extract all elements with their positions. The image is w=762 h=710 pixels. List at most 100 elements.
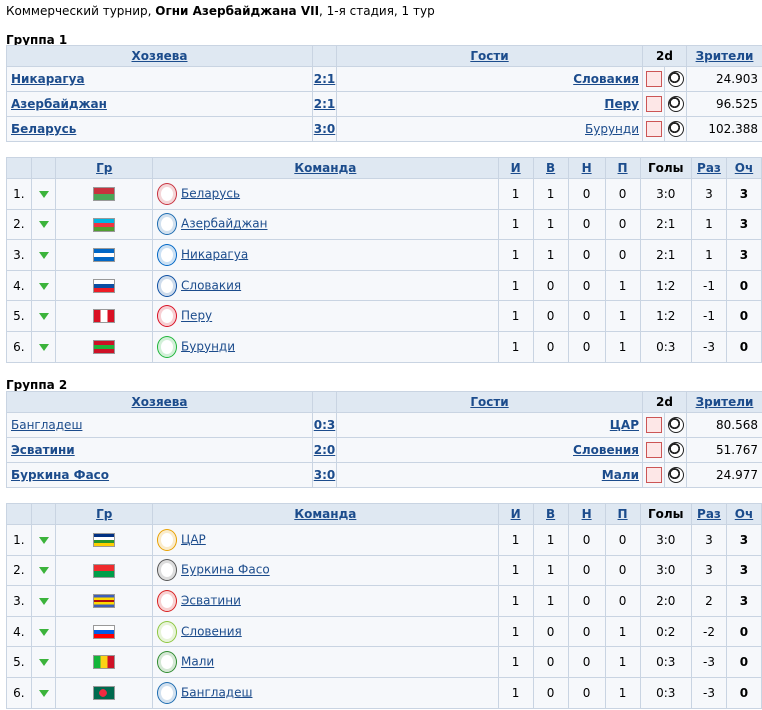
diff-header-link[interactable]: Раз — [697, 161, 721, 175]
team-link[interactable]: Перу — [181, 308, 213, 323]
home-team-link[interactable]: Никарагуа — [11, 72, 85, 86]
standings-row: 3. Эсватини 1 1 0 0 2:0 2 3 — [6, 585, 762, 617]
away-team-link[interactable]: Словакия — [573, 72, 639, 86]
team-link[interactable]: Никарагуа — [181, 247, 249, 262]
protocol-icon[interactable] — [645, 442, 662, 458]
w-header-link[interactable]: В — [546, 161, 556, 175]
team-header-link[interactable]: Команда — [294, 161, 357, 175]
away-header-link[interactable]: Гости — [470, 395, 509, 409]
ball-icon[interactable] — [667, 467, 684, 483]
home-team-link[interactable]: Эсватини — [11, 443, 75, 457]
d-header-link[interactable]: Н — [581, 507, 592, 521]
pts-header-link[interactable]: Оч — [734, 507, 754, 521]
team-link[interactable]: Мали — [181, 654, 215, 669]
protocol-icon[interactable] — [645, 467, 662, 483]
away-team-link[interactable]: ЦАР — [609, 418, 639, 432]
team-header[interactable]: Команда — [152, 503, 499, 525]
pts-header[interactable]: Оч — [725, 157, 762, 179]
l-header[interactable]: П — [604, 503, 641, 525]
goals-cell: 1:2 — [639, 269, 692, 302]
flag-cell — [55, 300, 154, 332]
pts-header-link[interactable]: Оч — [734, 161, 754, 175]
ball-icon[interactable] — [667, 96, 684, 112]
score-link[interactable]: 3:0 — [313, 122, 336, 136]
trend-header — [30, 503, 57, 525]
l-header[interactable]: П — [604, 157, 641, 179]
home-header-link[interactable]: Хозяева — [131, 49, 188, 63]
score-link[interactable]: 3:0 — [313, 468, 336, 482]
score-link[interactable]: 0:3 — [313, 418, 336, 432]
pts-header[interactable]: Оч — [725, 503, 762, 525]
team-link[interactable]: Бурунди — [181, 339, 236, 354]
away-team-link[interactable]: Бурунди — [585, 122, 639, 136]
ball-icon[interactable] — [667, 417, 684, 433]
standings-table: Гр Команда И В Н П Голы Раз Оч 1. ЦАР 1 … — [6, 503, 762, 709]
away-header[interactable]: Гости — [336, 391, 643, 413]
diff-header-link[interactable]: Раз — [697, 507, 721, 521]
protocol-cell — [642, 462, 665, 488]
protocol-icon[interactable] — [645, 71, 662, 87]
home-team-link[interactable]: Буркина Фасо — [11, 468, 110, 482]
home-header[interactable]: Хозяева — [6, 391, 313, 413]
w-header[interactable]: В — [532, 503, 569, 525]
i-header[interactable]: И — [497, 503, 534, 525]
2d-cell — [663, 437, 688, 463]
diff-header[interactable]: Раз — [690, 503, 727, 525]
team-link[interactable]: ЦАР — [181, 532, 206, 547]
w-header[interactable]: В — [532, 157, 569, 179]
goals-header: Голы — [639, 503, 692, 525]
team-header-link[interactable]: Команда — [294, 507, 357, 521]
d-header[interactable]: Н — [567, 503, 606, 525]
w-header-link[interactable]: В — [546, 507, 556, 521]
home-team-link[interactable]: Азербайджан — [11, 97, 107, 111]
home-header[interactable]: Хозяева — [6, 45, 313, 67]
l-header-link[interactable]: П — [617, 507, 628, 521]
score-link[interactable]: 2:0 — [313, 443, 336, 457]
spectators-header[interactable]: Зрители — [686, 45, 762, 67]
away-team-link[interactable]: Словения — [573, 443, 639, 457]
team-link[interactable]: Словакия — [181, 278, 242, 293]
team-link[interactable]: Бангладеш — [181, 685, 253, 700]
diff-header[interactable]: Раз — [690, 157, 727, 179]
l-header-link[interactable]: П — [617, 161, 628, 175]
score-cell: 3:0 — [312, 116, 337, 142]
wins-cell: 0 — [532, 269, 569, 302]
gr-header[interactable]: Гр — [55, 157, 154, 179]
ball-icon[interactable] — [667, 121, 684, 137]
i-header-link[interactable]: И — [510, 507, 521, 521]
gr-header-link[interactable]: Гр — [96, 161, 113, 175]
score-link[interactable]: 2:1 — [313, 72, 336, 86]
played-cell: 1 — [497, 208, 534, 241]
i-header[interactable]: И — [497, 157, 534, 179]
away-header-link[interactable]: Гости — [470, 49, 509, 63]
team-link[interactable]: Эсватини — [181, 593, 241, 608]
score-link[interactable]: 2:1 — [313, 97, 336, 111]
spectators-header[interactable]: Зрители — [686, 391, 762, 413]
away-team-link[interactable]: Мали — [601, 468, 639, 482]
trend-down-arrow-icon — [38, 567, 49, 575]
home-team-link[interactable]: Бангладеш — [11, 418, 83, 432]
ball-icon[interactable] — [667, 71, 684, 87]
position-cell: 3. — [6, 239, 32, 271]
gr-header-link[interactable]: Гр — [96, 507, 113, 521]
team-link[interactable]: Словения — [181, 624, 242, 639]
d-header-link[interactable]: Н — [581, 161, 592, 175]
home-team-link[interactable]: Беларусь — [11, 122, 77, 136]
home-header-link[interactable]: Хозяева — [131, 395, 188, 409]
d-header[interactable]: Н — [567, 157, 606, 179]
team-header[interactable]: Команда — [152, 157, 499, 179]
away-header[interactable]: Гости — [336, 45, 643, 67]
ball-icon[interactable] — [667, 442, 684, 458]
team-link[interactable]: Азербайджан — [181, 216, 268, 231]
gr-header[interactable]: Гр — [55, 503, 154, 525]
i-header-link[interactable]: И — [510, 161, 521, 175]
protocol-icon[interactable] — [645, 96, 662, 112]
protocol-icon[interactable] — [645, 121, 662, 137]
away-team-link[interactable]: Перу — [604, 97, 639, 111]
trend-down-arrow-icon — [38, 190, 49, 198]
spectators-header-link[interactable]: Зрители — [695, 49, 754, 63]
protocol-icon[interactable] — [645, 417, 662, 433]
spectators-header-link[interactable]: Зрители — [695, 395, 754, 409]
team-link[interactable]: Буркина Фасо — [181, 562, 270, 577]
team-link[interactable]: Беларусь — [181, 186, 241, 201]
